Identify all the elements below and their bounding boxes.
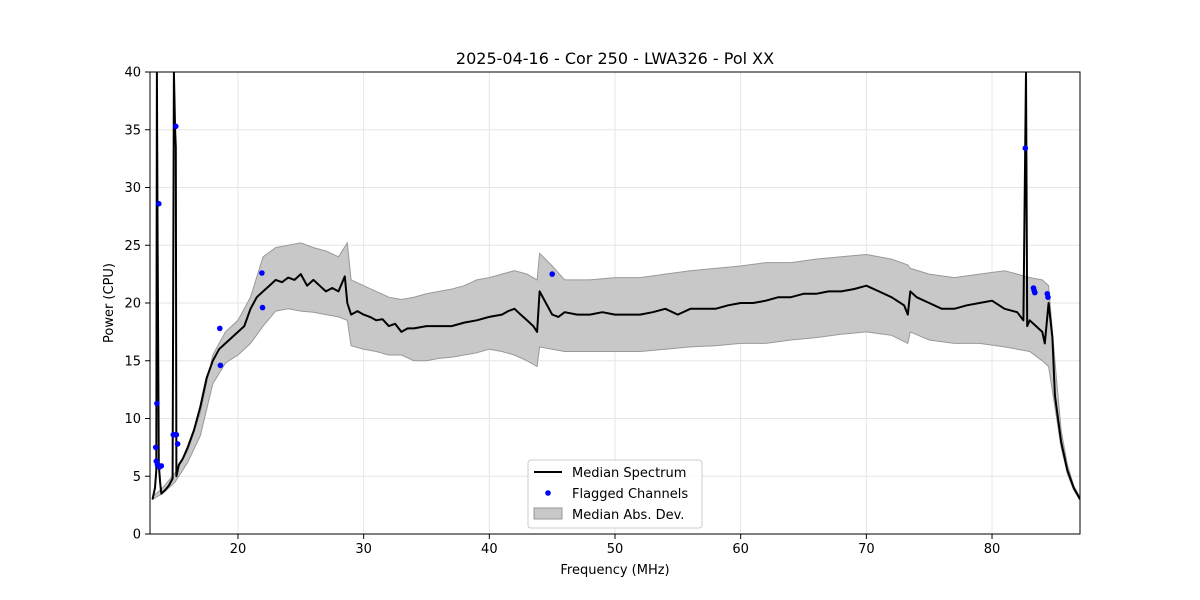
x-axis-label: Frequency (MHz) [560,563,669,578]
legend-flagged-swatch [545,490,551,496]
flagged-channel-point [217,362,224,369]
flagged-channel-point [156,200,162,207]
flagged-channel-point [1032,289,1038,296]
flagged-channel-point [174,441,181,447]
chart-title: 2025-04-16 - Cor 250 - LWA326 - Pol XX [456,49,774,68]
flagged-channel-point [549,271,555,277]
y-tick-label: 0 [133,528,141,543]
y-tick-label: 20 [124,297,141,312]
x-tick-label: 80 [984,542,1001,557]
y-tick-label: 25 [124,239,141,254]
median-spectrum-path [151,72,1080,500]
y-tick-label: 15 [124,354,141,369]
y-tick-label: 5 [133,470,141,485]
x-tick-label: 50 [607,542,624,557]
y-tick-label: 30 [124,181,141,196]
flagged-channel-point [152,444,159,451]
x-axis-ticks: 20 30 40 50 60 70 80 [230,534,1001,557]
flagged-channel-point [173,123,179,130]
x-tick-label: 20 [230,542,247,557]
flagged-channel-point [1022,145,1029,151]
legend-band-swatch [533,507,563,520]
flagged-channel-point [158,463,165,469]
median-spectrum-line [151,72,1080,500]
flagged-channel-point [259,270,265,276]
y-axis-ticks: 0 5 10 15 20 25 30 35 40 [124,66,150,543]
x-tick-label: 60 [732,542,749,557]
y-axis-label: Power (CPU) [102,263,117,343]
y-tick-label: 35 [124,123,141,138]
legend-median-label: Median Spectrum [572,466,686,481]
flagged-channels-points [152,123,1051,470]
x-tick-label: 70 [858,542,875,557]
legend-band-label: Median Abs. Dev. [572,508,684,523]
flagged-channel-point [217,325,223,332]
median-abs-dev-band [152,241,1080,501]
y-tick-label: 10 [124,412,141,427]
x-tick-label: 30 [355,542,372,557]
flagged-channel-point [1045,294,1051,301]
flagged-channel-point [154,400,160,407]
legend-flagged-label: Flagged Channels [572,487,688,502]
x-tick-label: 40 [481,542,498,557]
legend-box [527,459,703,529]
y-tick-label: 40 [124,66,141,81]
flagged-channel-point [173,431,180,438]
flagged-channel-point [259,304,266,311]
legend: Median Spectrum Flagged Channels Median … [527,459,703,529]
mad-band-area [152,241,1080,501]
